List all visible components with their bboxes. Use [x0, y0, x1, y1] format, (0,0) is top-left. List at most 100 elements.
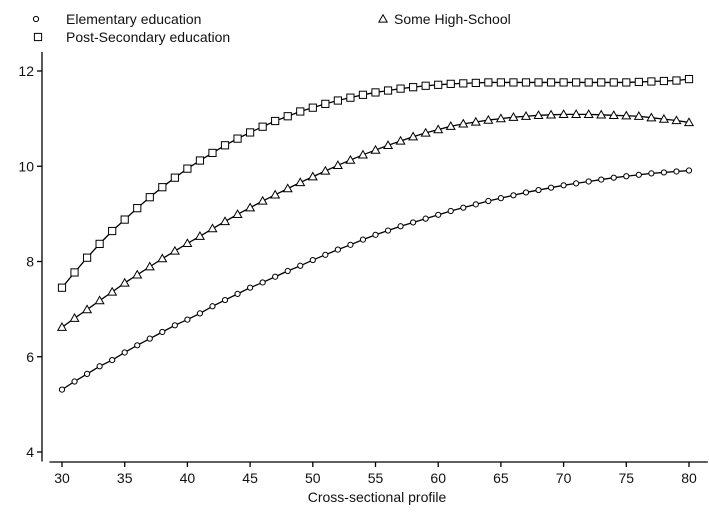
data-point-circle	[347, 241, 354, 248]
series-line	[61, 78, 690, 289]
data-point-circle	[184, 316, 191, 323]
x-tick-label: 60	[430, 470, 446, 486]
data-point-triangle	[558, 109, 569, 118]
x-tick-label: 35	[117, 470, 133, 486]
data-point-triangle	[420, 127, 431, 137]
data-point-triangle	[433, 124, 444, 134]
legend-marker-circle	[32, 15, 40, 23]
data-point-circle	[522, 189, 530, 196]
data-point-square	[183, 164, 192, 173]
axes: 30 35 40 45 50 55 60 65 70 75 80 4 6 8 10 12	[18, 51, 708, 486]
data-point-triangle	[646, 112, 657, 122]
data-point-triangle	[545, 109, 557, 119]
data-point-square	[434, 80, 443, 89]
data-point-circle	[109, 356, 116, 364]
data-point-triangle	[307, 171, 318, 181]
data-point-circle	[535, 186, 542, 194]
data-point-square	[609, 78, 618, 87]
data-point-triangle	[169, 245, 180, 255]
x-tick-label: 75	[619, 470, 635, 486]
data-point-triangle	[671, 115, 682, 125]
x-axis-label: Cross-sectional profile	[308, 489, 447, 505]
data-point-square	[95, 239, 104, 248]
data-point-circle	[573, 180, 580, 187]
data-point-triangle	[571, 109, 582, 118]
data-point-circle	[497, 195, 504, 202]
data-point-triangle	[194, 231, 206, 240]
data-point-square	[133, 204, 142, 213]
data-point-triangle	[219, 216, 231, 226]
x-tick-label: 45	[242, 470, 258, 486]
data-point-square	[57, 283, 67, 292]
legend-item: Post-Secondary education	[33, 29, 230, 45]
data-point-square	[647, 77, 656, 86]
data-point-triangle	[245, 202, 256, 212]
data-point-triangle	[633, 111, 644, 120]
data-point-square	[409, 83, 418, 92]
data-point-circle	[410, 219, 417, 226]
x-tick-label: 55	[368, 470, 384, 486]
data-point-circle	[585, 178, 592, 185]
data-point-square	[108, 226, 117, 236]
y-tick-label: 12	[18, 63, 34, 79]
data-point-circle	[485, 197, 492, 205]
data-point-square	[82, 253, 92, 262]
legend: Elementary education Some High-School Post…	[32, 11, 511, 45]
data-point-circle	[96, 363, 103, 370]
x-tick-label: 80	[681, 470, 697, 486]
x-tick-label: 65	[493, 470, 509, 486]
y-tick-label: 8	[26, 254, 34, 270]
data-point-triangle	[583, 109, 594, 118]
data-point-square	[534, 78, 543, 87]
data-point-square	[546, 78, 556, 87]
data-point-square	[208, 148, 217, 158]
data-point-circle	[71, 378, 78, 385]
data-point-triangle	[445, 121, 456, 130]
data-point-triangle	[56, 322, 68, 331]
data-point-circle	[422, 215, 429, 222]
data-point-square	[371, 88, 380, 97]
data-point-triangle	[658, 113, 669, 123]
x-tick-label: 30	[54, 470, 70, 486]
series-circle	[58, 167, 693, 393]
data-point-square	[271, 116, 280, 126]
data-point-triangle	[357, 149, 369, 159]
series-triangle	[56, 109, 695, 331]
data-point-circle	[234, 290, 241, 297]
data-point-triangle	[82, 304, 93, 314]
data-point-triangle	[320, 165, 331, 175]
data-point-triangle	[370, 144, 381, 154]
legend-label: Elementary education	[66, 11, 201, 27]
data-point-square	[634, 77, 643, 87]
data-point-triangle	[508, 111, 519, 121]
data-point-triangle	[107, 286, 118, 296]
data-point-triangle	[182, 238, 193, 248]
legend-item: Elementary education	[32, 11, 201, 27]
data-point-square	[484, 78, 493, 87]
data-point-square	[421, 81, 430, 90]
data-point-triangle	[295, 177, 306, 187]
data-point-square	[258, 122, 267, 131]
data-point-triangle	[395, 135, 406, 145]
data-point-triangle	[232, 209, 243, 219]
data-point-triangle	[270, 189, 281, 199]
data-point-square	[396, 84, 405, 93]
data-point-square	[471, 78, 480, 88]
data-point-triangle	[483, 114, 494, 124]
data-point-triangle	[533, 110, 544, 119]
data-point-square	[383, 86, 393, 95]
data-point-square	[496, 78, 505, 87]
data-point-square	[459, 79, 468, 88]
data-point-square	[672, 76, 681, 85]
data-point-square	[572, 78, 581, 87]
data-point-triangle	[382, 140, 394, 149]
series-square	[57, 74, 694, 292]
data-point-triangle	[470, 116, 481, 126]
data-point-circle	[196, 310, 204, 317]
data-point-circle	[372, 231, 379, 238]
data-point-square	[521, 78, 531, 87]
data-point-square	[559, 78, 568, 87]
data-point-triangle	[458, 118, 469, 128]
data-point-triangle	[345, 154, 356, 164]
